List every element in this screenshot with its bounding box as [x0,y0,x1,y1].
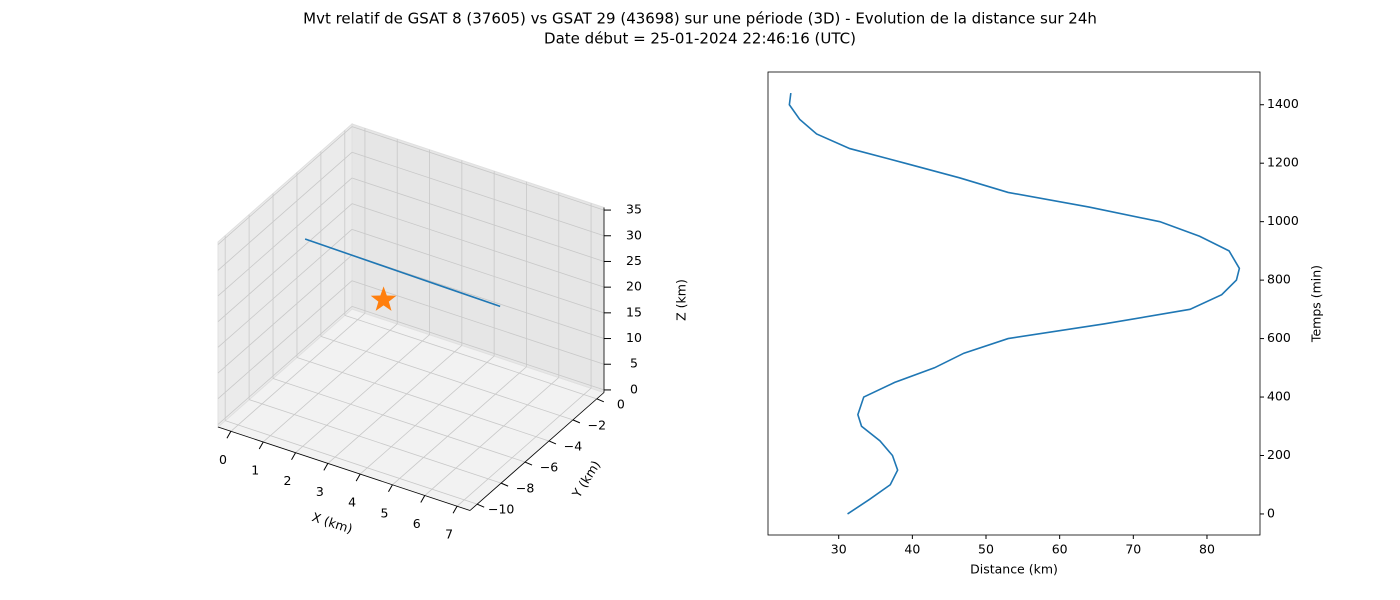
grid-line [217,151,353,271]
star-marker [370,286,397,311]
grid-line [351,280,605,365]
x-tick-label: 2 [284,473,292,488]
y-tick-label: 600 [1267,330,1291,345]
figure-subtitle: Date début = 25-01-2024 22:46:16 (UTC) [544,30,856,48]
z-tick-label: 10 [626,330,642,345]
y-tick [500,482,509,487]
grid-line [217,254,353,374]
axis-line [217,426,471,511]
grid-line [424,377,560,496]
y-axis-label: Y (km) [568,458,603,501]
grid-line [217,229,353,348]
grid-line [230,312,366,432]
x-tick-label: 3 [316,484,324,499]
x-tick-label: 0 [219,452,227,467]
x-tick-label: 40 [904,542,920,557]
x-tick [323,463,329,471]
x-tick [420,495,426,503]
grid-line [456,387,592,507]
y-tick-label: 800 [1267,272,1291,287]
grid-line [351,126,605,211]
grid-line [295,334,430,453]
axis-line [469,392,605,511]
y-tick-label: 0 [1267,505,1275,520]
z-tick-label: 0 [630,381,638,396]
x-tick [226,431,232,439]
line-3d [304,238,501,308]
y-tick-label: 1200 [1267,155,1299,170]
grid-line [320,336,574,421]
y-tick-label: −10 [488,502,514,517]
plot-frame [767,71,1261,536]
z-axis-label: Z (km) [674,279,689,321]
grid-line [351,203,605,288]
z-tick-label: 5 [630,356,638,371]
x-tick [258,441,264,450]
grid-line [217,177,353,297]
grid-line [327,345,463,464]
grid-line [225,420,478,505]
x-tick-label: 70 [1125,542,1141,557]
x-tick-label: 80 [1199,542,1215,557]
z-tick-label: 15 [626,304,642,319]
y-tick-label: −4 [564,438,582,453]
grid-line [262,323,398,443]
x-tick-label: 7 [445,527,453,542]
x-tick [291,452,296,460]
y-tick [572,419,581,424]
x-tick-label: 6 [413,516,421,531]
x-axis-label: X (km) [310,509,354,536]
grid-line [217,126,353,245]
x-tick [388,484,393,493]
y-tick-label: 1000 [1267,213,1299,228]
z-tick-label: 30 [626,227,642,242]
y-tick-label: 200 [1267,447,1291,462]
y-axis-label: Temps (min) [1309,265,1324,343]
grid-line [272,378,526,463]
grid-line [351,306,605,391]
z-tick-label: 25 [626,253,642,268]
x-tick-label: 30 [831,542,847,557]
grid-line [351,177,605,262]
y-tick-label: 400 [1267,389,1291,404]
y-tick [548,440,557,445]
grid-line [217,306,353,425]
grid-line [344,314,597,400]
grid-line [351,228,605,314]
grid-line [351,151,605,237]
grid-line [217,280,353,400]
grid-line [392,366,527,486]
x-tick-label: 50 [978,542,994,557]
grid-line [359,355,495,475]
x-tick [355,473,361,482]
y-tick [476,503,485,508]
z-tick-label: 20 [626,279,642,294]
z-tick-label: 35 [626,202,642,217]
y-tick-label: −8 [516,481,534,496]
x-tick [452,505,458,514]
y-tick-label: 0 [617,396,625,411]
grid-line [296,357,550,442]
y-tick [596,398,605,403]
x-tick-label: 5 [380,505,388,520]
x-axis-label: Distance (km) [970,562,1058,577]
grid-line [248,399,502,484]
line [788,92,1241,515]
y-tick-label: 1400 [1267,96,1299,111]
y-tick [524,461,533,466]
y-tick-label: −6 [540,460,558,475]
x-tick-label: 1 [251,462,259,477]
y-tick-label: −2 [588,417,606,432]
grid-line [217,203,353,322]
figure-title: Mvt relatif de GSAT 8 (37605) vs GSAT 29… [303,10,1097,28]
x-tick-label: 60 [1052,542,1068,557]
x-tick-label: 4 [348,495,356,510]
